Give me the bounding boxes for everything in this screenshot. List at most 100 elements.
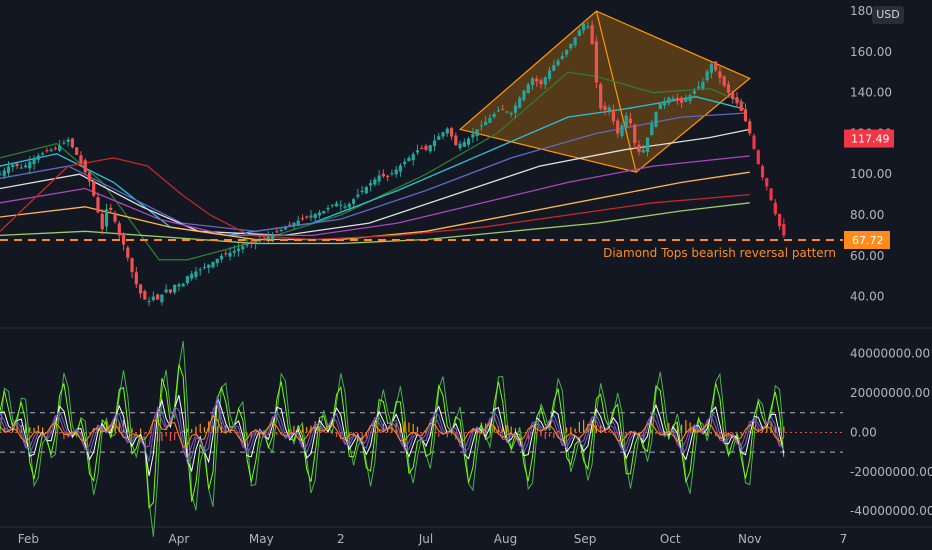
candle-body xyxy=(407,157,411,162)
candle-body xyxy=(518,97,522,108)
candle-body xyxy=(271,234,275,240)
candle-body xyxy=(377,175,381,182)
candle-body xyxy=(288,224,292,226)
candle-body xyxy=(138,284,143,294)
candle-body xyxy=(590,25,594,45)
diamond-divider xyxy=(595,10,637,173)
pattern-annotation: Diamond Tops bearish reversal pattern xyxy=(603,246,836,260)
candle-body xyxy=(475,129,479,136)
candle-body xyxy=(620,125,624,136)
candle-body xyxy=(522,90,526,100)
oscillator-tick-label: -40000000.00 xyxy=(850,504,932,518)
candle-body xyxy=(322,210,326,214)
oscillator-tick-label: 40000000.00 xyxy=(850,347,930,361)
candle-body xyxy=(492,114,496,118)
candle-body xyxy=(215,258,219,264)
candle-body xyxy=(275,231,279,233)
candle-body xyxy=(714,61,718,71)
candle-body xyxy=(300,218,305,220)
time-tick-label: Nov xyxy=(738,532,761,546)
candle-body xyxy=(437,136,441,140)
candle-body xyxy=(748,121,752,134)
candle-body xyxy=(479,125,483,127)
time-tick-label: 7 xyxy=(840,532,848,546)
candle-body xyxy=(743,109,748,122)
candle-body xyxy=(75,147,79,155)
time-tick-label: 2 xyxy=(337,532,345,546)
candle-body xyxy=(11,164,15,168)
candle-body xyxy=(552,65,556,71)
candle-body xyxy=(658,103,662,109)
candle-body xyxy=(266,236,270,239)
candle-body xyxy=(386,175,390,178)
candle-body xyxy=(156,294,160,300)
candle-body xyxy=(424,145,428,150)
candle-body xyxy=(36,155,40,160)
candle-body xyxy=(70,138,75,148)
candle-body xyxy=(113,212,117,222)
candle-body xyxy=(283,227,288,230)
candle-body xyxy=(756,150,760,165)
candle-body xyxy=(185,276,190,284)
candle-body xyxy=(104,209,109,227)
time-tick-label: Oct xyxy=(660,532,681,546)
candle-body xyxy=(726,84,731,93)
candle-body xyxy=(62,142,66,144)
candle-body xyxy=(577,30,581,36)
candle-body xyxy=(560,55,564,59)
candle-body xyxy=(254,241,258,244)
candle-body xyxy=(773,202,777,214)
level-price-tag-bg xyxy=(844,231,890,250)
candle-body xyxy=(467,138,471,145)
candle-body xyxy=(509,113,513,115)
candle-body xyxy=(432,140,437,147)
candle-body xyxy=(599,84,603,109)
candle-body xyxy=(121,233,126,245)
candle-body xyxy=(23,165,28,168)
candle-body xyxy=(6,166,11,173)
candle-body xyxy=(420,148,424,150)
candle-body xyxy=(611,109,616,122)
price-tick-label: 60.00 xyxy=(850,249,884,263)
candle-body xyxy=(296,220,300,225)
candle-body xyxy=(471,133,475,138)
candle-body xyxy=(96,197,100,213)
oscillator-line-5 xyxy=(0,402,784,461)
candle-body xyxy=(347,203,351,208)
candle-body xyxy=(305,216,309,218)
candle-body xyxy=(458,143,462,149)
moving-average-2 xyxy=(0,96,745,237)
candle-body xyxy=(134,272,138,285)
candle-body xyxy=(573,37,577,46)
candle-body xyxy=(109,207,113,210)
candle-body xyxy=(603,105,607,110)
candle-body xyxy=(739,102,743,112)
candle-body xyxy=(705,71,709,81)
candle-body xyxy=(735,97,739,104)
candle-body xyxy=(684,99,688,102)
candle-body xyxy=(398,165,403,172)
candle-body xyxy=(326,207,330,210)
candle-body xyxy=(369,183,373,186)
candle-body xyxy=(722,76,726,86)
candle-body xyxy=(339,204,343,206)
candle-body xyxy=(692,91,696,94)
candle-body xyxy=(671,98,675,101)
candle-body xyxy=(488,117,492,123)
candle-body xyxy=(569,43,573,49)
candle-body xyxy=(245,244,249,246)
candle-body xyxy=(547,70,552,79)
oscillator-tick-label: -20000000.00 xyxy=(850,465,932,479)
candle-body xyxy=(428,145,432,152)
candle-body xyxy=(219,255,224,260)
candle-body xyxy=(32,157,36,165)
candle-body xyxy=(87,172,92,182)
candle-body xyxy=(83,160,87,173)
candle-body xyxy=(364,186,368,194)
currency-label[interactable]: USD xyxy=(872,6,904,24)
moving-average-6 xyxy=(0,171,750,241)
candle-body xyxy=(765,178,769,187)
candle-body xyxy=(177,284,181,287)
candle-body xyxy=(628,118,633,124)
